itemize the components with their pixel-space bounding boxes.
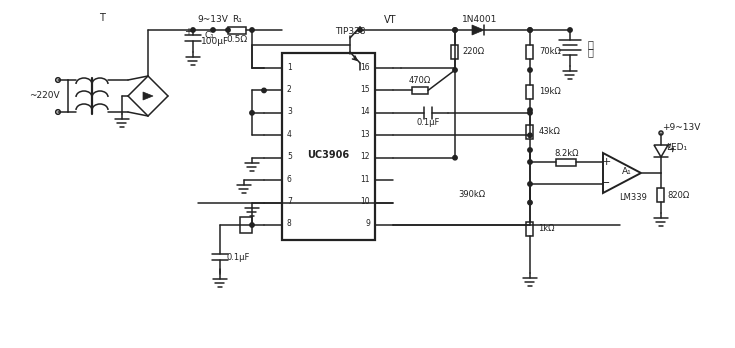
- Text: 9~13V: 9~13V: [198, 16, 229, 24]
- Text: 12: 12: [360, 152, 370, 161]
- Text: UC3906: UC3906: [307, 150, 350, 159]
- Bar: [451, 45, 459, 59]
- Text: +: +: [184, 27, 192, 37]
- Circle shape: [211, 28, 215, 32]
- Text: 9: 9: [365, 220, 370, 229]
- Text: VT: VT: [384, 15, 396, 25]
- Text: +9~13V: +9~13V: [662, 122, 700, 132]
- Bar: [282, 53, 375, 240]
- Bar: [526, 45, 534, 59]
- Text: 11: 11: [360, 175, 370, 184]
- Text: ~220V: ~220V: [29, 92, 60, 101]
- Circle shape: [528, 111, 532, 115]
- Text: R₁: R₁: [232, 16, 242, 24]
- Bar: [240, 217, 252, 233]
- Circle shape: [528, 133, 532, 137]
- Text: 3: 3: [287, 107, 292, 116]
- Text: +: +: [601, 157, 611, 167]
- Bar: [526, 125, 534, 139]
- Text: 19kΩ: 19kΩ: [539, 87, 561, 96]
- Text: 0.5Ω: 0.5Ω: [226, 35, 248, 45]
- Text: 0.1μF: 0.1μF: [226, 253, 250, 261]
- Text: 8: 8: [287, 220, 292, 229]
- Bar: [412, 87, 428, 94]
- Text: 1N4001: 1N4001: [462, 16, 498, 24]
- Circle shape: [453, 28, 457, 32]
- Circle shape: [262, 88, 266, 93]
- Bar: [658, 188, 664, 202]
- Text: 2: 2: [287, 85, 292, 94]
- Text: 6: 6: [287, 175, 292, 184]
- Polygon shape: [472, 25, 484, 35]
- Text: 1kΩ: 1kΩ: [538, 224, 554, 233]
- Polygon shape: [143, 92, 153, 100]
- Circle shape: [226, 28, 230, 32]
- Bar: [526, 221, 534, 236]
- Bar: [526, 85, 534, 99]
- Text: 8.2kΩ: 8.2kΩ: [554, 149, 578, 158]
- Text: 70kΩ: 70kΩ: [539, 47, 561, 56]
- Text: 10: 10: [360, 197, 370, 206]
- Text: C₁: C₁: [204, 31, 214, 40]
- Text: 4: 4: [287, 130, 292, 139]
- Circle shape: [528, 182, 532, 186]
- Text: 5: 5: [287, 152, 292, 161]
- Text: 220Ω: 220Ω: [462, 47, 484, 56]
- Circle shape: [528, 28, 532, 32]
- Text: 电: 电: [587, 39, 593, 49]
- Text: −: −: [601, 178, 611, 188]
- Text: 470Ω: 470Ω: [409, 76, 431, 85]
- Text: 0.1μF: 0.1μF: [416, 118, 440, 127]
- Circle shape: [568, 28, 573, 32]
- Circle shape: [250, 111, 254, 115]
- Text: LM339: LM339: [619, 192, 647, 201]
- Text: TIP328: TIP328: [334, 26, 365, 35]
- Text: 1: 1: [287, 63, 292, 71]
- Text: T: T: [99, 13, 105, 23]
- Circle shape: [191, 28, 196, 32]
- Text: 池: 池: [587, 47, 593, 57]
- Circle shape: [453, 156, 457, 160]
- Polygon shape: [603, 153, 641, 193]
- Circle shape: [528, 108, 532, 112]
- Text: 13: 13: [360, 130, 370, 139]
- Text: A₁: A₁: [622, 166, 632, 175]
- Circle shape: [453, 68, 457, 72]
- Text: 820Ω: 820Ω: [668, 190, 690, 199]
- Circle shape: [528, 148, 532, 152]
- Text: 14: 14: [360, 107, 370, 116]
- Text: LED₁: LED₁: [667, 142, 687, 151]
- Circle shape: [528, 68, 532, 72]
- Polygon shape: [654, 145, 668, 157]
- Circle shape: [528, 160, 532, 164]
- Circle shape: [358, 28, 362, 32]
- Text: 390kΩ: 390kΩ: [459, 190, 486, 199]
- Text: 100μF: 100μF: [201, 38, 229, 47]
- Circle shape: [528, 200, 532, 205]
- Circle shape: [453, 28, 457, 32]
- Text: 7: 7: [287, 197, 292, 206]
- Circle shape: [528, 28, 532, 32]
- Text: 43kΩ: 43kΩ: [539, 127, 561, 136]
- Bar: [228, 26, 246, 33]
- Circle shape: [250, 223, 254, 227]
- Bar: [556, 158, 576, 166]
- Text: 16: 16: [360, 63, 370, 71]
- Circle shape: [250, 28, 254, 32]
- Text: 15: 15: [360, 85, 370, 94]
